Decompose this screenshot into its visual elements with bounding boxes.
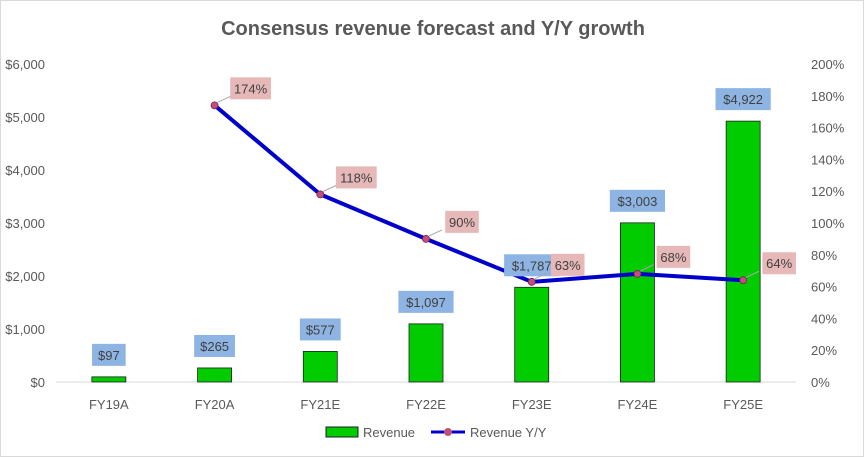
revenue-data-label-bg [609, 189, 666, 212]
growth-data-label: 118% [340, 170, 373, 185]
growth-line-path [213, 103, 744, 284]
growth-data-label-bg [230, 77, 271, 100]
y-right-tick-label: 40% [811, 311, 837, 326]
y-right-tick-label: 200% [811, 57, 845, 72]
growth-data-label: 68% [660, 250, 686, 265]
growth-point-marker [422, 234, 430, 243]
revenue-data-label: $1,787 [512, 258, 552, 273]
axes: $0 $1,000 $2,000 $3,000 $4,000 $5,000 $6,000 0%… [5, 57, 844, 412]
revenue-data-label-bg [504, 254, 560, 277]
x-tick-label: FY21E [300, 397, 340, 412]
growth-label-leader [217, 95, 231, 103]
growth-point-marker [210, 101, 219, 110]
revenue-bar [91, 376, 127, 383]
revenue-bar [620, 222, 655, 383]
growth-line [210, 101, 748, 286]
revenue-bar [514, 286, 550, 383]
x-tick-label: FY19A [89, 397, 129, 412]
legend-swatch-revenue [325, 426, 359, 438]
y-left-tick-label: $1,000 [5, 322, 45, 337]
y-right-tick-label: 140% [811, 152, 845, 167]
y-right-tick-label: 160% [811, 121, 845, 136]
revenue-data-label-bg [92, 343, 126, 366]
bars [91, 120, 761, 383]
legend-marker-growth [444, 428, 452, 436]
x-tick-label: FY24E [618, 397, 658, 412]
growth-data-label-bg [762, 252, 796, 275]
x-tick-label: FY22E [406, 397, 446, 412]
revenue-data-label-bg [194, 334, 235, 357]
growth-label-leader [640, 264, 654, 272]
y-left-tick-label: $0 [31, 375, 45, 390]
growth-data-label: 90% [449, 215, 475, 230]
x-tick-label: FY20A [195, 397, 235, 412]
data-labels: $97 $265 $577 $1,097 $1,787 $3,003 $4,922 174% 1… [92, 77, 796, 366]
x-tick-label: FY25E [723, 397, 763, 412]
growth-point-marker [739, 276, 748, 285]
legend: Revenue Revenue Y/Y [325, 425, 547, 440]
y-left-tick-label: $6,000 [5, 57, 45, 72]
revenue-bar [408, 323, 444, 383]
revenue-data-label: $577 [306, 322, 335, 337]
y-left-tick-label: $5,000 [5, 110, 45, 125]
y-right-tick-label: 60% [811, 280, 837, 295]
growth-data-label-bg [550, 253, 585, 276]
growth-data-label: 64% [766, 256, 792, 271]
y-right-tick-label: 20% [811, 343, 837, 358]
revenue-data-label-bg [715, 88, 771, 111]
y-right-tick-label: 80% [811, 248, 837, 263]
y-right-tick-label: 100% [811, 216, 845, 231]
y-right-tick-label: 0% [811, 375, 830, 390]
growth-label-leader [745, 270, 760, 278]
growth-label-leader [323, 184, 337, 192]
growth-data-label-bg [656, 245, 691, 268]
growth-label-leader [534, 272, 548, 280]
growth-point-marker [633, 269, 642, 278]
growth-data-label-bg [335, 166, 377, 189]
revenue-data-label: $97 [98, 348, 120, 363]
y-left-tick-label: $2,000 [5, 269, 45, 284]
growth-data-label: 63% [555, 258, 581, 273]
revenue-bar [725, 120, 761, 383]
revenue-data-label-bg [398, 290, 454, 313]
revenue-data-label: $1,097 [406, 295, 446, 310]
legend-label-revenue: Revenue [363, 425, 415, 440]
x-tick-label: FY23E [512, 397, 552, 412]
revenue-data-label: $3,003 [618, 194, 658, 209]
revenue-data-label-bg [299, 318, 341, 341]
growth-point-marker [316, 190, 325, 199]
revenue-bar [302, 351, 338, 383]
revenue-data-label: $4,922 [723, 92, 763, 107]
growth-label-leader [428, 229, 443, 237]
chart-title: Consensus revenue forecast and Y/Y growt… [221, 18, 645, 40]
revenue-data-label: $265 [200, 339, 229, 354]
growth-point-marker [527, 277, 536, 286]
growth-data-label-bg [445, 210, 479, 233]
y-left-tick-label: $4,000 [5, 163, 45, 178]
growth-data-label: 174% [234, 81, 268, 96]
y-right-tick-label: 180% [811, 89, 845, 104]
legend-label-growth: Revenue Y/Y [470, 425, 547, 440]
y-left-tick-label: $3,000 [5, 216, 45, 231]
y-right-tick-label: 120% [811, 184, 845, 199]
revenue-bar [197, 367, 232, 383]
